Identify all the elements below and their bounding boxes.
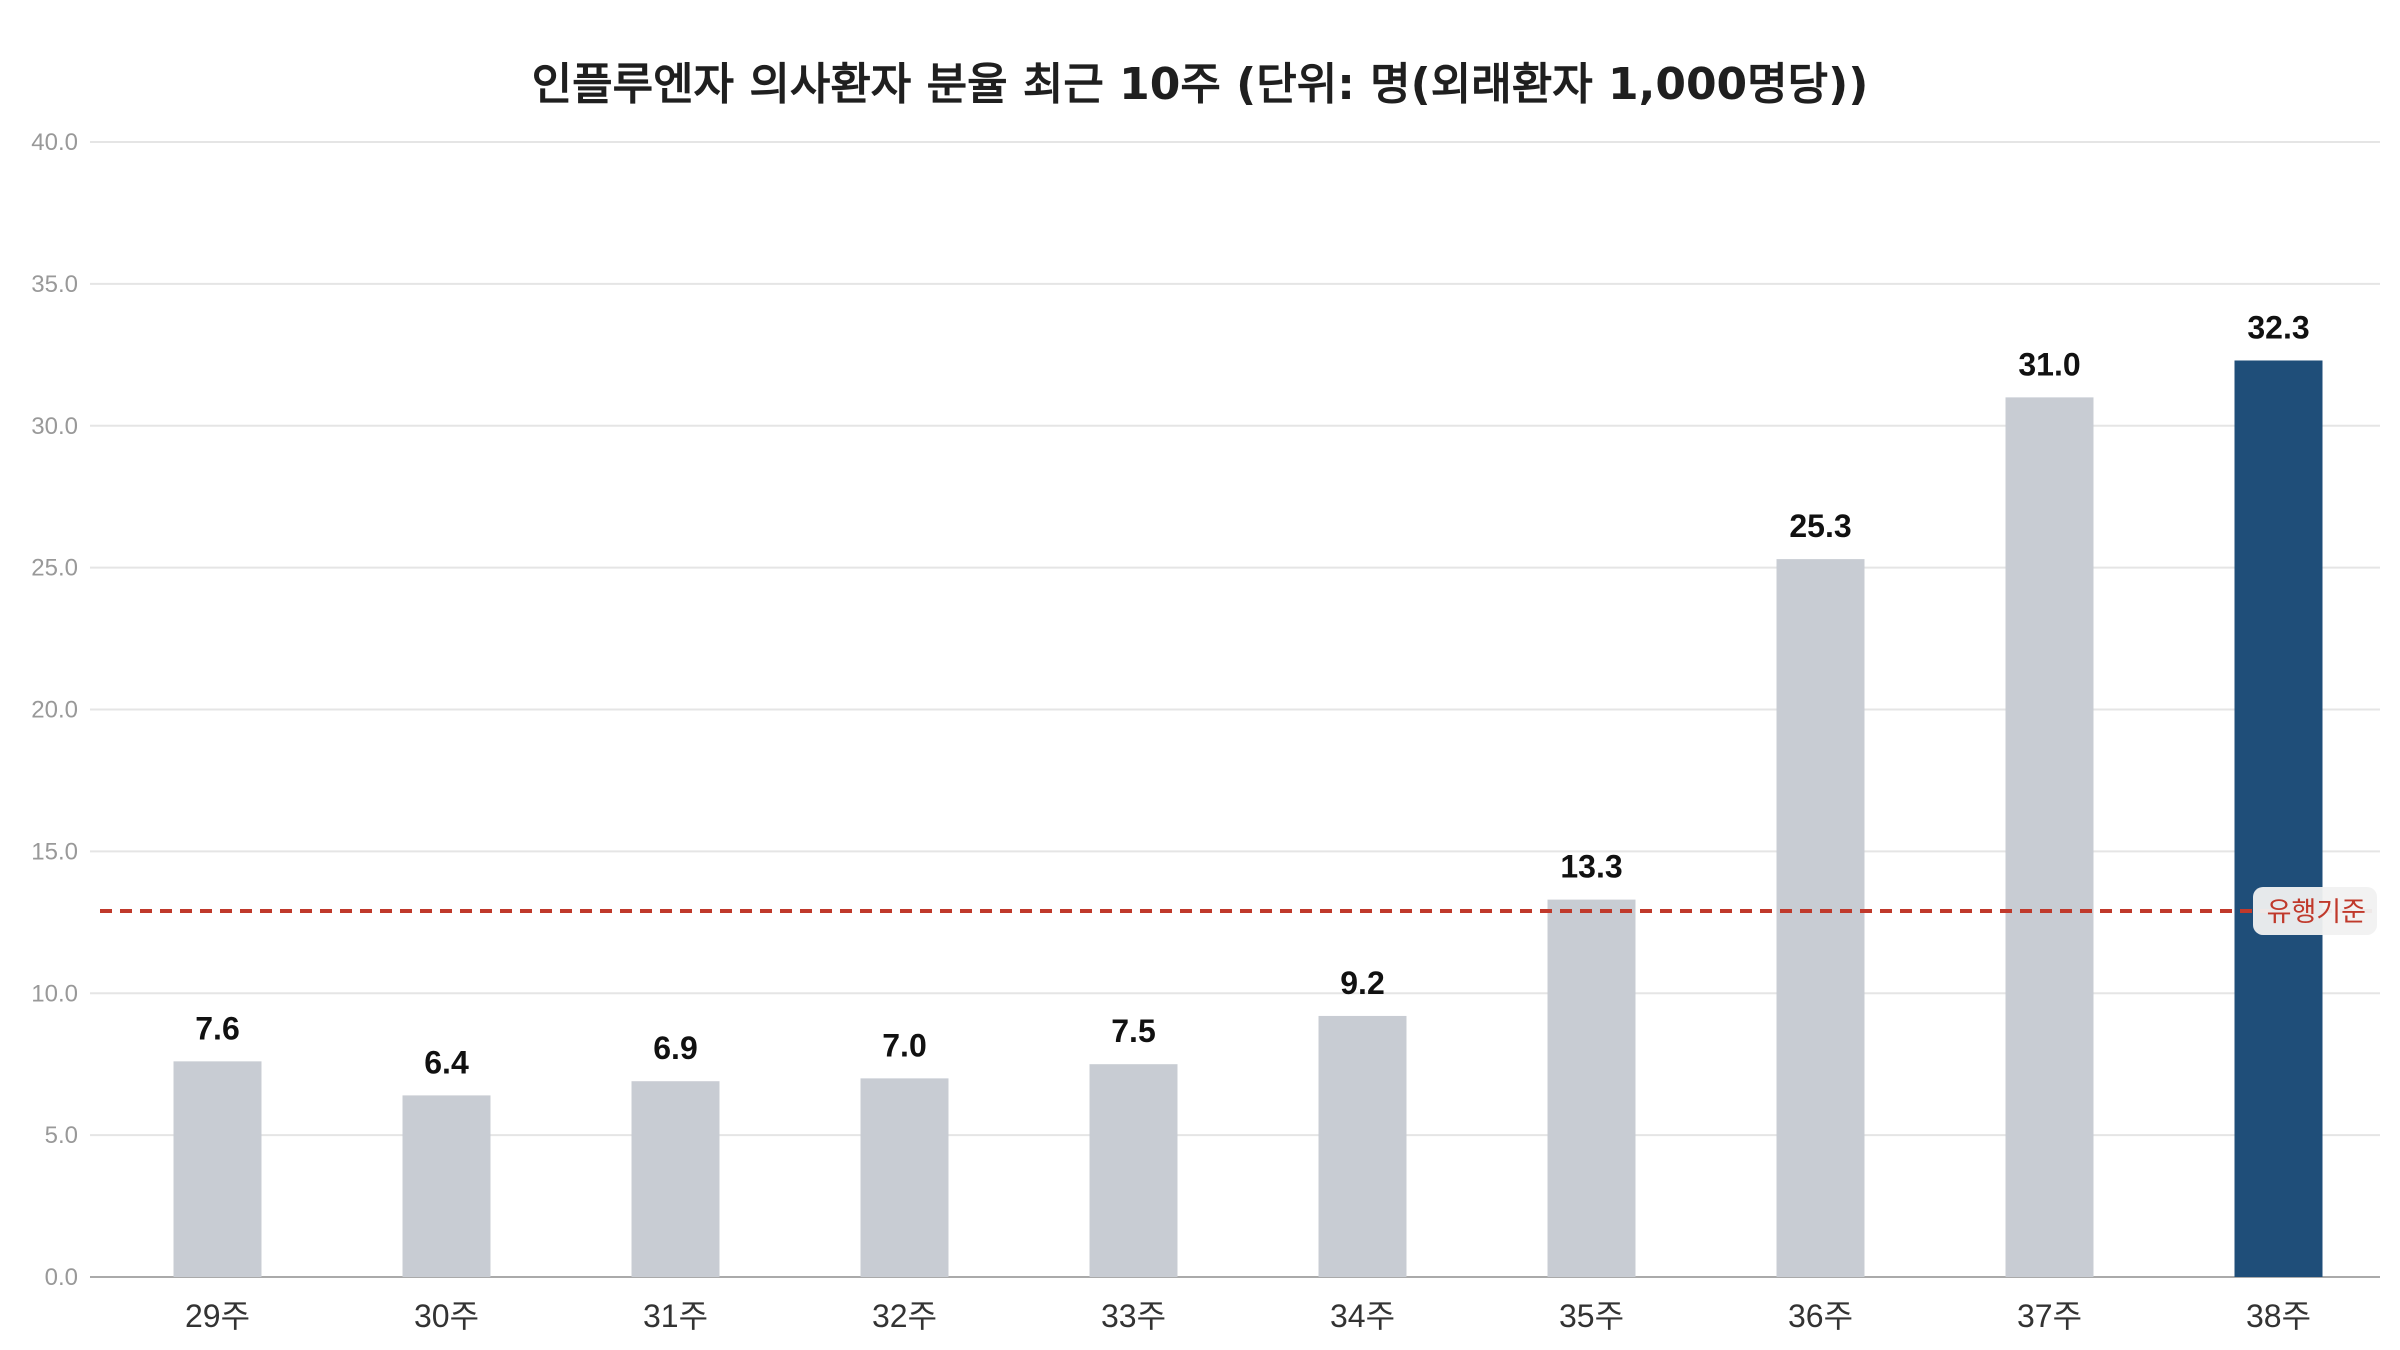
threshold-label: 유행기준: [2267, 897, 2366, 927]
bar: [1318, 1015, 1407, 1277]
bar: [860, 1078, 949, 1277]
x-tick-label: 32주: [872, 1298, 937, 1334]
data-label: 7.6: [195, 1010, 239, 1046]
data-label: 9.2: [1340, 965, 1384, 1001]
data-label: 7.0: [882, 1027, 926, 1063]
data-label: 7.5: [1111, 1013, 1155, 1049]
y-tick-label: 20.0: [31, 697, 78, 724]
x-tick-label: 33주: [1101, 1298, 1166, 1334]
data-label: 32.3: [2247, 309, 2309, 345]
x-tick-label: 36주: [1788, 1298, 1853, 1334]
bar: [2234, 360, 2323, 1277]
threshold-label-box: [2253, 886, 2377, 935]
x-tick-label: 34주: [1330, 1298, 1395, 1334]
x-tick-label: 29주: [185, 1298, 250, 1334]
data-label: 31.0: [2018, 346, 2080, 382]
data-label: 6.4: [424, 1044, 469, 1080]
x-tick-label: 35주: [1559, 1298, 1624, 1334]
y-tick-label: 40.0: [31, 129, 78, 156]
bar: [1547, 899, 1636, 1277]
data-label: 13.3: [1560, 849, 1622, 885]
y-tick-label: 25.0: [31, 555, 78, 582]
y-tick-label: 10.0: [31, 980, 78, 1007]
x-tick-label: 31주: [643, 1298, 708, 1334]
y-tick-label: 0.0: [45, 1264, 78, 1291]
y-tick-label: 35.0: [31, 271, 78, 298]
x-tick-label: 38주: [2246, 1298, 2311, 1334]
bar: [173, 1061, 262, 1277]
bar: [1089, 1064, 1178, 1277]
data-label: 25.3: [1789, 508, 1851, 544]
y-tick-label: 5.0: [45, 1122, 78, 1149]
chart-title: 인플루엔자 의사환자 분율 최근 10주 (단위: 명(외래환자 1,000명당…: [531, 59, 1869, 110]
y-tick-label: 15.0: [31, 838, 78, 865]
bar: [2005, 397, 2094, 1277]
bar: [1776, 559, 1865, 1277]
bar: [631, 1081, 720, 1277]
x-tick-label: 37주: [2017, 1298, 2082, 1334]
bar: [402, 1095, 491, 1277]
data-label: 6.9: [653, 1030, 697, 1066]
y-tick-label: 30.0: [31, 413, 78, 440]
x-tick-label: 30주: [414, 1298, 479, 1334]
